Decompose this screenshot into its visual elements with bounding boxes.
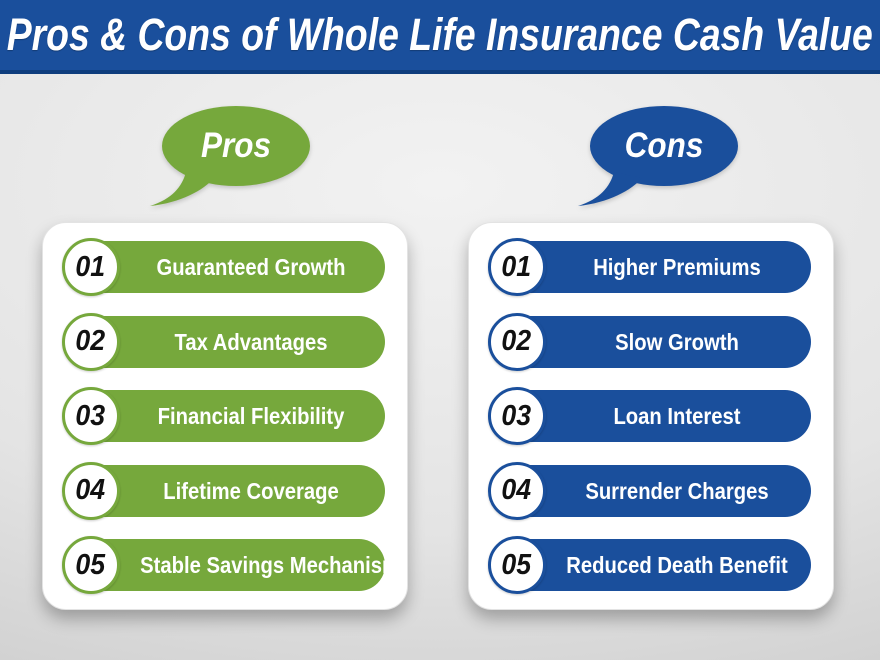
cons-item-1: 01 Higher Premiums [488,238,811,296]
number-badge: 04 [62,461,120,520]
item-number: 04 [501,474,531,506]
cons-item-5: 05 Reduced Death Benefit [488,536,811,594]
item-label: Surrender Charges [585,477,769,504]
item-number: 02 [75,325,105,357]
item-label: Lifetime Coverage [163,477,339,504]
number-badge: 02 [62,312,120,371]
number-badge: 05 [62,536,120,594]
speech-bubble-icon [150,106,310,206]
item-number: 01 [75,250,105,283]
pros-item-5: 05 Stable Savings Mechanism [62,536,400,594]
number-badge: 04 [488,461,546,520]
cons-item-2: 02 Slow Growth [488,312,811,371]
number-badge: 01 [488,238,546,296]
item-label: Higher Premiums [593,254,761,280]
item-number: 04 [75,474,105,506]
item-number: 05 [75,548,105,581]
pros-item-3: 03 Financial Flexibility [62,387,385,445]
cons-card: 01 Higher Premiums 02 Slow Growth 03 Loa… [468,222,834,610]
cons-item-4: 04 Surrender Charges [488,461,811,520]
pros-item-2: 02 Tax Advantages [62,312,385,371]
page-title: Pros & Cons of Whole Life Insurance Cash… [6,9,874,60]
item-label: Reduced Death Benefit [566,552,788,578]
number-badge: 03 [488,387,546,445]
pros-item-4: 04 Lifetime Coverage [62,461,385,520]
number-badge: 02 [488,312,546,371]
item-label: Guaranteed Growth [156,254,346,280]
item-label: Tax Advantages [174,328,328,355]
cons-bubble-label: Cons [624,126,704,165]
pros-bubble-label: Pros [200,126,272,165]
pros-card: 01 Guaranteed Growth 02 Tax Advantages 0… [42,222,408,610]
item-number: 01 [501,250,531,283]
pros-bubble: Pros [134,100,338,212]
number-badge: 03 [62,387,120,445]
item-number: 03 [75,399,105,432]
pros-item-1: 01 Guaranteed Growth [62,238,385,296]
item-label: Slow Growth [615,328,739,355]
item-number: 05 [501,548,531,581]
cons-bubble: Cons [562,100,766,212]
number-badge: 01 [62,238,120,296]
speech-bubble-icon [578,106,738,206]
item-number: 02 [501,325,531,357]
cons-item-3: 03 Loan Interest [488,387,811,445]
number-badge: 05 [488,536,546,594]
item-label: Financial Flexibility [157,403,345,429]
item-label: Loan Interest [613,403,741,429]
item-label: Stable Savings Mechanism [140,552,400,578]
header-banner: Pros & Cons of Whole Life Insurance Cash… [0,0,880,74]
item-number: 03 [501,399,531,432]
